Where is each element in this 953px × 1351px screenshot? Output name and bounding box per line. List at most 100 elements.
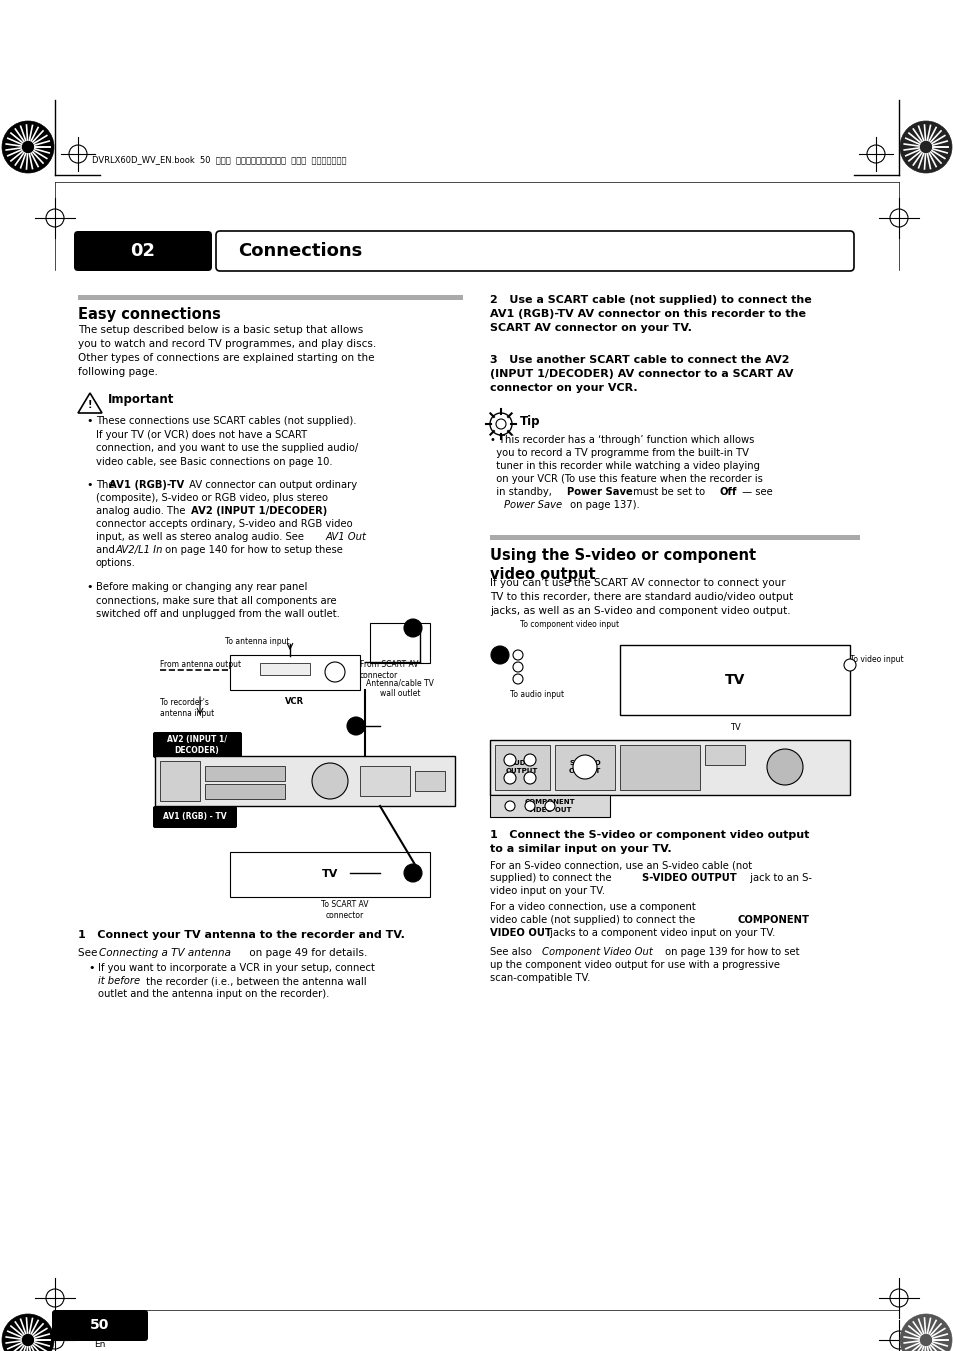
- Text: AV2 (INPUT 1/DECODER): AV2 (INPUT 1/DECODER): [191, 507, 327, 516]
- Text: For an S-video connection, use an S-video cable (not: For an S-video connection, use an S-vide…: [490, 861, 751, 870]
- Bar: [230, 852, 430, 897]
- Text: jacks to a component video input on your TV.: jacks to a component video input on your…: [546, 928, 775, 938]
- Text: jack to an S-: jack to an S-: [746, 873, 811, 884]
- Circle shape: [513, 674, 522, 684]
- Bar: [490, 794, 609, 817]
- Text: on page 140 for how to setup these: on page 140 for how to setup these: [162, 544, 342, 555]
- Text: To component video input: To component video input: [519, 620, 618, 630]
- Text: 02: 02: [131, 242, 155, 259]
- Text: tuner in this recorder while watching a video playing: tuner in this recorder while watching a …: [490, 461, 760, 471]
- Bar: [619, 644, 849, 715]
- Circle shape: [403, 619, 421, 638]
- Text: 1   Connect your TV antenna to the recorder and TV.: 1 Connect your TV antenna to the recorde…: [78, 929, 404, 940]
- Circle shape: [899, 1315, 951, 1351]
- Text: and: and: [96, 544, 118, 555]
- Bar: [205, 784, 285, 798]
- Text: TV: TV: [729, 723, 740, 732]
- Text: VIDEO OUT: VIDEO OUT: [490, 928, 551, 938]
- Text: Power Save: Power Save: [566, 486, 632, 497]
- Text: COMPONENT
VIDEO OUT: COMPONENT VIDEO OUT: [524, 800, 575, 812]
- Text: the recorder (i.e., between the antenna wall: the recorder (i.e., between the antenna …: [143, 975, 366, 986]
- Circle shape: [503, 771, 516, 784]
- Text: AV1 (RGB)-TV: AV1 (RGB)-TV: [109, 480, 184, 490]
- Text: must be set to: must be set to: [629, 486, 707, 497]
- Text: connector: connector: [326, 911, 364, 920]
- Text: in standby,: in standby,: [490, 486, 555, 497]
- Text: •: •: [86, 480, 92, 490]
- Text: TV: TV: [724, 673, 744, 688]
- Bar: [704, 744, 744, 765]
- Circle shape: [513, 650, 522, 661]
- Text: •: •: [88, 963, 94, 973]
- Text: AV1 (RGB) - TV: AV1 (RGB) - TV: [163, 812, 227, 821]
- Text: To audio input: To audio input: [510, 690, 563, 698]
- Text: analog audio. The: analog audio. The: [96, 507, 189, 516]
- Bar: [370, 623, 430, 663]
- Bar: [490, 740, 849, 794]
- Text: Important: Important: [108, 393, 174, 407]
- Circle shape: [523, 771, 536, 784]
- Text: supplied) to connect the: supplied) to connect the: [490, 873, 614, 884]
- Text: S-VIDEO OUTPUT: S-VIDEO OUTPUT: [641, 873, 736, 884]
- Text: COMPONENT: COMPONENT: [738, 915, 809, 925]
- Text: AV2/L1 In: AV2/L1 In: [116, 544, 163, 555]
- Text: 1: 1: [497, 650, 502, 659]
- Text: — see: — see: [739, 486, 772, 497]
- Text: 1: 1: [410, 624, 416, 632]
- FancyBboxPatch shape: [52, 1310, 148, 1342]
- Text: To SCART AV: To SCART AV: [321, 900, 369, 909]
- FancyBboxPatch shape: [74, 231, 212, 272]
- Circle shape: [2, 1315, 54, 1351]
- Circle shape: [312, 763, 348, 798]
- Text: Power Save: Power Save: [503, 500, 561, 509]
- Bar: [260, 663, 310, 676]
- Circle shape: [2, 122, 54, 173]
- Text: To antenna input: To antenna input: [225, 638, 290, 646]
- Circle shape: [504, 801, 515, 811]
- Bar: [415, 771, 444, 790]
- Bar: [160, 761, 200, 801]
- Text: Connections: Connections: [237, 242, 362, 259]
- Text: Component Video Out: Component Video Out: [541, 947, 652, 957]
- FancyBboxPatch shape: [215, 231, 853, 272]
- Bar: [359, 766, 410, 796]
- Text: TV: TV: [321, 869, 337, 880]
- Text: outlet and the antenna input on the recorder).: outlet and the antenna input on the reco…: [98, 989, 329, 998]
- Text: AV1 Out: AV1 Out: [326, 532, 367, 542]
- Circle shape: [491, 646, 509, 663]
- Text: See also: See also: [490, 947, 535, 957]
- Text: on your VCR (To use this feature when the recorder is: on your VCR (To use this feature when th…: [490, 474, 762, 484]
- Text: wall outlet: wall outlet: [379, 689, 420, 698]
- Text: options.: options.: [96, 558, 135, 567]
- Text: on page 139 for how to set: on page 139 for how to set: [661, 947, 799, 957]
- Circle shape: [573, 755, 597, 780]
- Text: If you want to incorporate a VCR in your setup, connect: If you want to incorporate a VCR in your…: [98, 963, 375, 973]
- Text: AV2 (INPUT 1/
DECODER): AV2 (INPUT 1/ DECODER): [167, 735, 227, 755]
- Bar: [154, 757, 455, 807]
- Bar: [555, 744, 615, 790]
- Text: on page 49 for details.: on page 49 for details.: [246, 948, 367, 958]
- Text: (composite), S-video or RGB video, plus stereo: (composite), S-video or RGB video, plus …: [96, 493, 328, 503]
- Text: antenna input: antenna input: [160, 709, 214, 717]
- Text: Before making or changing any rear panel
connections, make sure that all compone: Before making or changing any rear panel…: [96, 582, 339, 619]
- FancyBboxPatch shape: [152, 732, 242, 758]
- Text: See: See: [78, 948, 100, 958]
- Circle shape: [325, 662, 345, 682]
- Circle shape: [899, 122, 951, 173]
- Text: scan-compatible TV.: scan-compatible TV.: [490, 973, 590, 984]
- Text: The setup described below is a basic setup that allows
you to watch and record T: The setup described below is a basic set…: [78, 326, 375, 377]
- Text: !: !: [88, 400, 92, 409]
- Text: Easy connections: Easy connections: [78, 307, 221, 322]
- Text: • This recorder has a ‘through’ function which allows: • This recorder has a ‘through’ function…: [490, 435, 754, 444]
- Bar: [78, 295, 462, 300]
- Text: input, as well as stereo analog audio. See: input, as well as stereo analog audio. S…: [96, 532, 307, 542]
- Circle shape: [523, 754, 536, 766]
- Text: DVRLX60D_WV_EN.book  50  ページ  ２００７年４月２４日  火曜日  午後７時５８分: DVRLX60D_WV_EN.book 50 ページ ２００７年４月２４日 火曜…: [91, 155, 346, 165]
- Circle shape: [513, 662, 522, 671]
- Text: •: •: [86, 582, 92, 592]
- Text: 1   Connect the S-video or component video output
to a similar input on your TV.: 1 Connect the S-video or component video…: [490, 830, 808, 854]
- Circle shape: [503, 754, 516, 766]
- Text: video input on your TV.: video input on your TV.: [490, 886, 604, 896]
- Text: it before: it before: [98, 975, 140, 986]
- Text: From antenna output: From antenna output: [160, 661, 241, 669]
